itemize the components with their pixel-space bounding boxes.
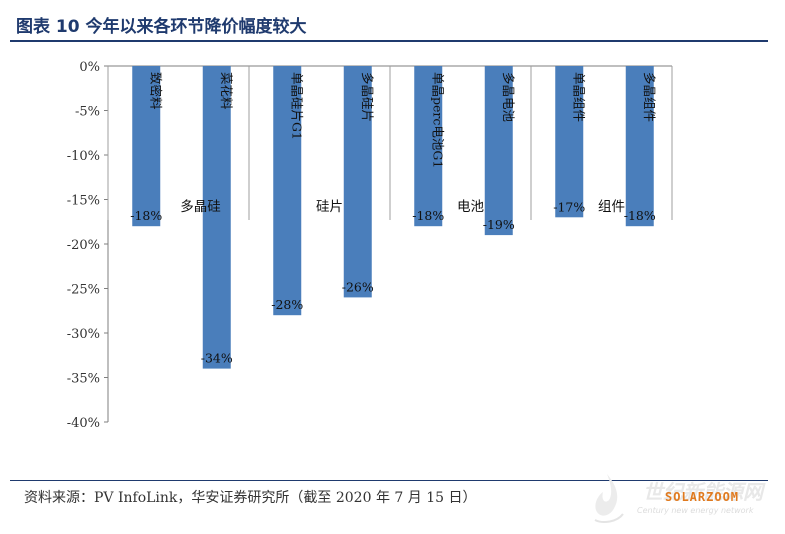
category-label: 菜花料: [219, 72, 234, 110]
watermark-subtitle: Century new energy network: [637, 506, 754, 515]
y-tick-label: -15%: [67, 194, 100, 209]
group-label: 组件: [598, 199, 625, 215]
title-bar: 图表 10 今年以来各环节降价幅度较大: [10, 6, 775, 38]
group-label: 硅片: [316, 199, 343, 215]
data-label: -17%: [553, 199, 585, 214]
category-label: 致密料: [148, 72, 163, 110]
y-tick-label: -35%: [67, 372, 100, 387]
category-label: 多晶硅片: [360, 72, 375, 122]
chart-title: 图表 10 今年以来各环节降价幅度较大: [16, 17, 307, 37]
bar: [273, 66, 302, 316]
category-label: 单晶硅片G1: [289, 72, 304, 140]
footer-divider: [10, 480, 768, 481]
bar: [484, 66, 513, 236]
bar: [625, 66, 654, 227]
watermark-name: 世纪新能源网: [643, 480, 763, 504]
group-label: 电池: [457, 199, 484, 215]
data-label: -19%: [483, 217, 515, 232]
bar: [343, 66, 372, 298]
y-tick-label: -25%: [67, 283, 100, 298]
y-tick-label: -10%: [67, 149, 100, 164]
data-label: -28%: [271, 297, 303, 312]
watermark: 世纪新能源网 SOLARZOOM Century new energy netw…: [581, 470, 771, 530]
category-label: 多晶组件: [642, 72, 657, 122]
data-label: -34%: [201, 351, 233, 366]
category-label: 单晶perc电池G1: [430, 72, 445, 168]
bar: [414, 66, 443, 227]
y-tick-label: 0%: [79, 60, 100, 75]
y-tick-label: -40%: [67, 416, 100, 431]
source-note: 资料来源：PV InfoLink，华安证券研究所（截至 2020 年 7 月 1…: [24, 490, 477, 506]
data-label: -18%: [624, 208, 656, 223]
data-label: -18%: [412, 208, 444, 223]
data-label: -18%: [130, 208, 162, 223]
y-tick-label: -5%: [75, 105, 100, 120]
y-tick-label: -30%: [67, 327, 100, 342]
watermark-brand: SOLARZOOM: [665, 490, 740, 504]
y-tick-label: -20%: [67, 238, 100, 253]
group-label: 多晶硅: [180, 198, 221, 215]
bar: [202, 66, 231, 369]
data-label: -26%: [342, 279, 374, 294]
bar-chart: 0% -5% -10% -15% -20% -25% -30% -35% -40% 致密料 -18%…: [67, 60, 673, 431]
bar: [555, 66, 584, 218]
bar: [132, 66, 161, 227]
category-label: 多晶电池: [501, 72, 516, 123]
title-divider: [10, 40, 768, 42]
flame-logo-icon: [594, 474, 624, 523]
category-label: 单晶组件: [571, 72, 586, 122]
